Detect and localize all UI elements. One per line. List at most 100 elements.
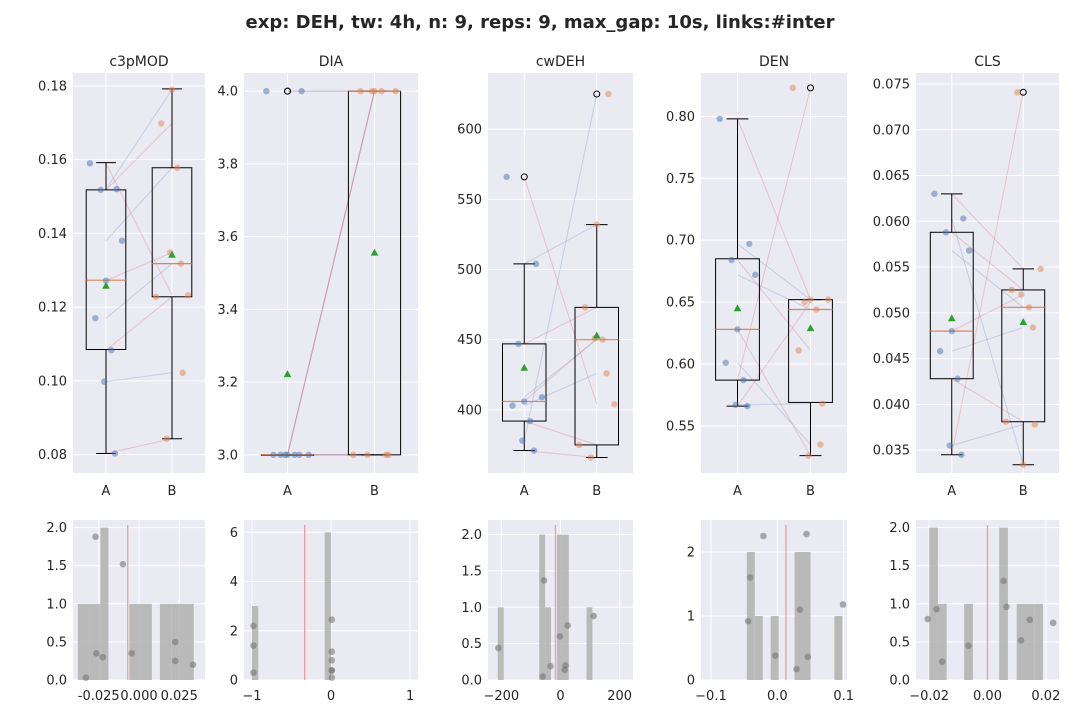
- hist-bar: [834, 616, 843, 680]
- pair-link: [737, 329, 811, 456]
- data-point-a: [936, 348, 944, 355]
- data-point-a: [732, 401, 739, 409]
- pair-link: [524, 372, 597, 407]
- x-tick-label: A: [102, 484, 111, 499]
- data-point-b: [795, 347, 802, 354]
- difference-point: [539, 673, 547, 680]
- box: [151, 167, 193, 298]
- data-point-a: [263, 87, 270, 95]
- difference-point: [328, 667, 336, 674]
- data-point-a: [722, 359, 729, 366]
- hist-x-tick-label: 0.025: [161, 689, 198, 704]
- difference-point: [938, 658, 946, 666]
- hist-bar: [794, 552, 803, 680]
- hist-bar: [140, 603, 152, 680]
- difference-point: [564, 622, 571, 629]
- y-tick-label: 450: [457, 333, 482, 348]
- hist-y-tick-label: 4: [230, 575, 238, 590]
- hist-x-tick-label: 0.000: [120, 689, 157, 704]
- plot-area: [488, 73, 633, 473]
- hist-y-tick-label: 0: [687, 674, 695, 689]
- pair-link: [951, 193, 1024, 270]
- plot-area: [916, 73, 1059, 473]
- x-tick-label: A: [283, 484, 292, 499]
- y-tick-label: 0.60: [666, 358, 695, 373]
- hist-bar: [586, 607, 593, 680]
- hist-y-tick-label: 2.0: [889, 521, 910, 536]
- y-tick-label: 0.045: [873, 352, 910, 367]
- box: [1001, 289, 1046, 423]
- data-point-a: [948, 327, 955, 335]
- data-point-b: [817, 441, 824, 448]
- difference-point: [328, 674, 336, 681]
- data-point-b: [825, 296, 832, 303]
- hist-bar: [964, 603, 973, 680]
- hist-bar: [77, 603, 90, 680]
- pair-link: [737, 301, 811, 407]
- difference-point: [547, 662, 554, 670]
- data-point-a: [734, 326, 741, 333]
- hist-y-tick-label: 0.0: [46, 674, 67, 689]
- hist-y-tick-label: 1.0: [46, 597, 67, 612]
- hist-bar: [746, 552, 755, 680]
- difference-point: [924, 615, 931, 623]
- data-point-b: [1018, 291, 1025, 298]
- pair-link: [951, 294, 1024, 332]
- data-point-b: [1008, 286, 1015, 294]
- y-tick-label: 0.75: [666, 172, 695, 187]
- difference-point: [556, 633, 564, 640]
- data-point-a: [530, 447, 538, 454]
- box: [502, 343, 547, 422]
- mean-marker: [520, 363, 529, 371]
- pair-link: [523, 93, 598, 441]
- hist-bar: [770, 616, 779, 680]
- pair-link: [951, 92, 1024, 455]
- plot-area: [701, 73, 847, 473]
- difference-point: [171, 657, 179, 665]
- y-tick-label: 3.8: [217, 157, 238, 172]
- panel-title: c3pMOD: [109, 54, 168, 70]
- y-tick-label: 3.2: [217, 376, 238, 391]
- data-point-b: [350, 451, 357, 459]
- data-point-a: [118, 237, 126, 244]
- difference-point: [328, 616, 336, 623]
- difference-point: [189, 661, 197, 669]
- hist-bar: [929, 527, 938, 680]
- pair-link: [105, 438, 173, 454]
- panel-title: DIA: [319, 54, 344, 70]
- hist-bar: [562, 534, 569, 680]
- data-point-a: [752, 271, 759, 279]
- mean-marker: [806, 324, 815, 332]
- difference-point: [562, 662, 569, 669]
- data-point-a: [108, 347, 115, 354]
- box: [85, 189, 127, 350]
- y-tick-label: 0.12: [38, 301, 67, 316]
- y-tick-label: 600: [457, 123, 482, 138]
- data-point-a: [515, 340, 522, 348]
- x-tick-label: B: [168, 484, 177, 499]
- hist-y-tick-label: 1.5: [889, 559, 910, 574]
- data-point-a: [509, 402, 516, 409]
- hist-x-tick-label: −200: [483, 689, 519, 704]
- hist-y-tick-label: 1.5: [461, 564, 482, 579]
- mean-marker: [733, 304, 742, 312]
- data-point-b: [184, 292, 192, 299]
- difference-point: [793, 665, 800, 673]
- outlier-marker: [520, 173, 528, 181]
- pair-link: [105, 372, 173, 383]
- pair-link: [951, 250, 1024, 308]
- hist-x-tick-label: −0.02: [909, 689, 949, 704]
- hist-y-tick-label: 2: [687, 546, 695, 561]
- hist-bar: [937, 603, 947, 680]
- pair-link: [951, 378, 1024, 423]
- y-tick-label: 500: [457, 263, 482, 278]
- y-tick-label: 0.065: [873, 169, 910, 184]
- y-tick-label: 3.0: [217, 448, 238, 463]
- hist-x-tick-label: 0: [327, 689, 335, 704]
- y-tick-label: 0.050: [873, 306, 910, 321]
- box: [715, 258, 760, 381]
- difference-point: [1000, 577, 1007, 585]
- hist-bar: [1034, 603, 1043, 680]
- data-point-a: [291, 451, 298, 459]
- data-point-b: [605, 90, 612, 98]
